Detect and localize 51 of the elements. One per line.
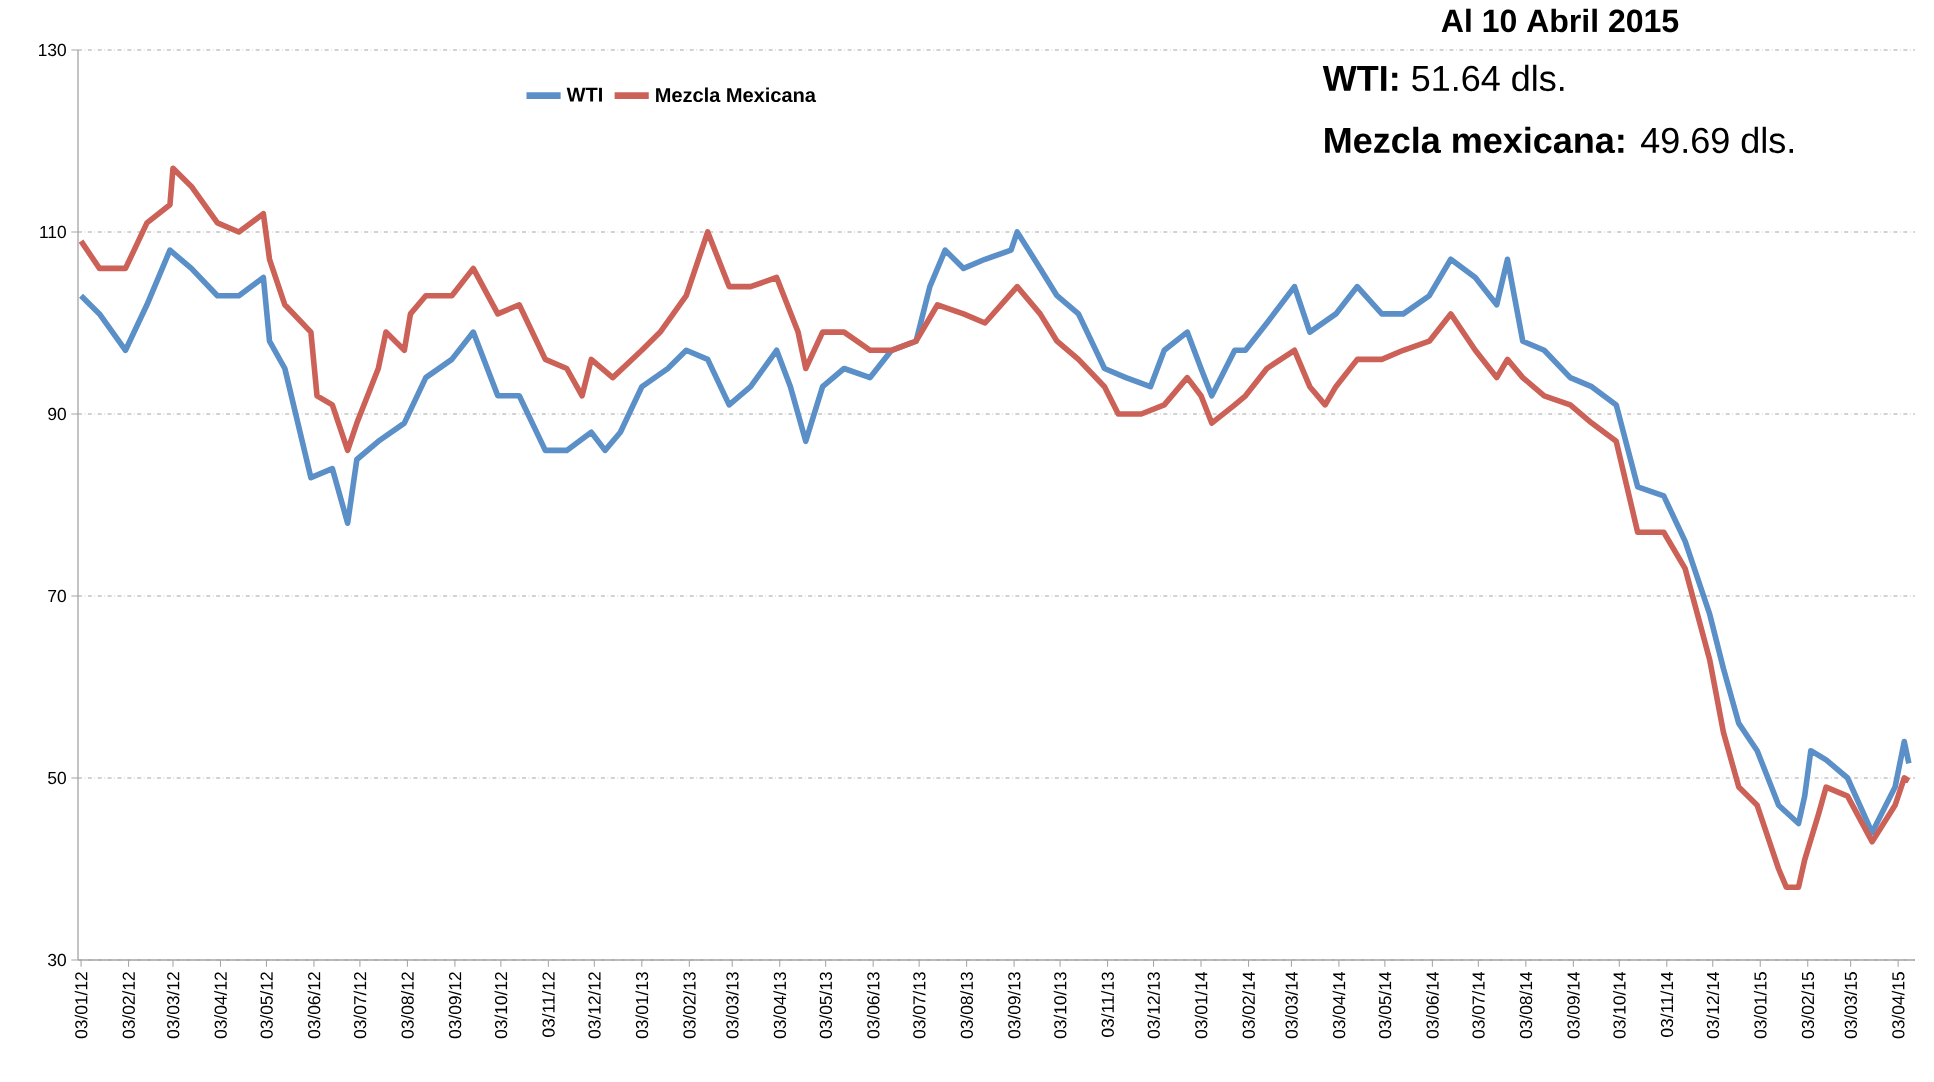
- x-tick-label: 03/07/14: [1471, 971, 1485, 1039]
- y-tick-label: 30: [48, 953, 66, 967]
- x-tick-label: 03/02/15: [1801, 972, 1815, 1039]
- y-tick-label: 110: [40, 225, 66, 239]
- x-tick-label: 03/03/13: [725, 972, 739, 1039]
- x-tick-label: 03/06/14: [1426, 971, 1439, 1039]
- y-tick-label: 70: [48, 589, 66, 603]
- legend-label: WTI: [566, 87, 602, 102]
- x-tick-label: 03/04/15: [1891, 972, 1905, 1039]
- x-tick-label: 03/08/12: [401, 972, 414, 1039]
- x-tick-label: 03/03/14: [1285, 971, 1298, 1039]
- annotation: WTI: 51.64 dls.: [1322, 64, 1564, 92]
- x-tick-label: 03/09/13: [1007, 972, 1021, 1039]
- y-tick-label: 50: [48, 771, 66, 785]
- x-tick-label: 03/09/14: [1566, 971, 1580, 1039]
- x-tick-label: 03/06/13: [866, 972, 880, 1039]
- x-tick-label: 03/10/12: [494, 972, 508, 1039]
- x-tick-label: 03/12/14: [1706, 971, 1720, 1039]
- x-tick-label: 03/05/12: [260, 972, 273, 1039]
- x-tick-label: 03/05/14: [1378, 971, 1392, 1039]
- x-tick-label: 03/01/14: [1194, 971, 1208, 1039]
- x-tick-label: 03/04/14: [1332, 971, 1346, 1039]
- x-tick-label: 03/04/13: [773, 972, 787, 1039]
- x-tick-label: 03/11/13: [1101, 972, 1114, 1037]
- x-tick-label: 03/09/12: [448, 972, 462, 1039]
- x-tick-label: 03/10/13: [1053, 972, 1067, 1039]
- x-tick-label: 03/11/12: [541, 972, 555, 1037]
- x-tick-label: 03/01/12: [74, 972, 88, 1039]
- x-tick-label: 03/07/12: [353, 972, 367, 1039]
- x-tick-label: 03/03/15: [1844, 972, 1857, 1039]
- x-tick-label: 03/04/12: [214, 972, 227, 1039]
- x-tick-label: 03/08/13: [960, 972, 973, 1039]
- annotation: Mezcla mexicana: 49.69 dls.: [1325, 126, 1793, 154]
- x-tick-label: 03/03/12: [166, 972, 180, 1039]
- x-tick-label: 03/08/14: [1519, 971, 1533, 1039]
- x-tick-label: 03/10/14: [1612, 971, 1626, 1039]
- x-tick-label: 03/02/13: [682, 972, 696, 1039]
- x-tick-label: 03/02/14: [1242, 971, 1255, 1039]
- legend-label: Mezcla Mexicana: [656, 87, 817, 103]
- x-tick-label: 03/02/12: [122, 972, 135, 1039]
- x-tick-label: 03/12/13: [1147, 972, 1160, 1039]
- x-tick-label: 03/07/13: [912, 972, 926, 1039]
- x-tick-label: 03/01/13: [635, 972, 649, 1039]
- chart-title: Al 10 Abril 2015: [1441, 8, 1679, 33]
- x-tick-label: 03/12/12: [587, 972, 601, 1039]
- x-tick-label: 03/05/13: [819, 972, 833, 1039]
- x-tick-label: 03/06/12: [307, 972, 321, 1039]
- y-tick-label: 130: [39, 43, 66, 57]
- x-tick-label: 03/11/14: [1660, 971, 1674, 1037]
- x-tick-label: 03/01/15: [1753, 972, 1767, 1039]
- y-tick-label: 90: [48, 407, 66, 421]
